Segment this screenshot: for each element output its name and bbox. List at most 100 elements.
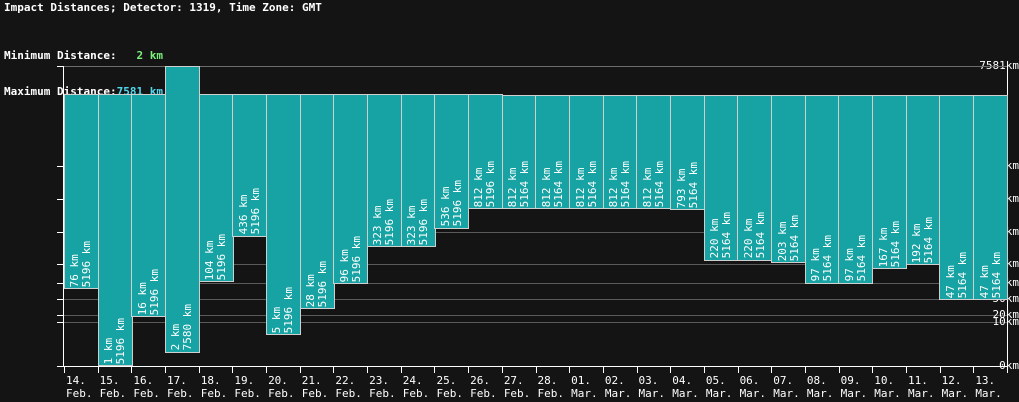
bar-value-labels: 812 km 5196 km [469,161,502,207]
bar-value-labels: 28 km 5196 km [301,261,334,307]
bar[interactable]: 812 km 5164 km [535,94,571,209]
y-axis-tick [57,199,64,200]
bar[interactable]: 5 km 5196 km [265,94,301,336]
x-axis-tick-label: 09. Mar. [840,374,868,400]
x-axis-tick-label: 25. Feb. [436,374,463,400]
bar[interactable]: 97 km 5164 km [838,94,874,284]
bar[interactable]: 812 km 5164 km [602,94,638,209]
bar[interactable]: 97 km 5164 km [804,94,840,284]
bar[interactable]: 28 km 5196 km [299,94,335,310]
bar-max-label: 5164 km [585,160,599,207]
x-axis-tick [940,366,941,373]
y-axis-tick-label: 10km [992,315,1019,328]
bar[interactable]: 2 km 7580 km [164,66,200,353]
bar-max-label: 5196 km [316,260,330,308]
bar[interactable]: 16 km 5196 km [131,94,167,318]
x-axis-tick-label: 15. Feb. [99,374,127,400]
bar-max-label: 5164 km [720,212,734,259]
bar[interactable]: 436 km 5196 km [232,94,268,237]
plot-top-border [63,66,1008,67]
gridline [64,232,1008,233]
bar[interactable]: 220 km 5164 km [737,94,773,261]
gridline [64,299,1008,300]
bar-max-label: 5164 km [652,160,666,207]
x-axis-tick [569,366,570,373]
bar-min-label: 436 km [236,195,250,235]
x-axis-tick-label: 18. Feb. [200,374,228,400]
x-axis-tick [973,366,974,373]
y-axis-tick [57,315,64,316]
bar[interactable]: 812 km 5164 km [636,94,672,209]
bar-value-labels: 76 km 5196 km [65,241,98,287]
x-axis-tick [771,366,772,373]
gridline [64,264,1008,265]
x-axis-tick-label: 17. Feb. [167,374,194,400]
x-axis-tick-label: 12. Mar. [941,374,969,400]
bar[interactable]: 812 km 5164 km [501,94,537,209]
x-axis-tick-label: 04. Mar. [672,374,699,400]
bar[interactable]: 812 km 5196 km [467,94,503,209]
bar[interactable]: 323 km 5196 km [400,94,436,248]
bar[interactable]: 76 km 5196 km [63,94,99,290]
bar-value-labels: 812 km 5164 km [570,161,603,207]
bar-value-labels: 1 km 5196 km [99,318,132,364]
bar[interactable]: 1 km 5196 km [97,94,133,366]
bar-value-labels: 47 km 5164 km [940,252,973,298]
bar-value-labels: 812 km 5164 km [637,161,670,207]
bar-value-labels: 220 km 5164 km [705,212,738,258]
x-axis-tick-label: 14. Feb. [66,374,93,400]
x-axis-tick [502,366,503,373]
x-axis-tick [704,366,705,373]
minimum-distance-row: Minimum Distance: 2 km [4,50,163,62]
bar[interactable]: 96 km 5196 km [333,94,369,284]
bar-max-label: 5196 km [383,198,397,246]
x-axis-tick [738,366,739,373]
x-axis-tick-label: 03. Mar. [638,374,666,400]
x-axis-tick-label: 13. Mar. [975,374,1002,400]
x-axis-tick [98,366,99,373]
bar[interactable]: 203 km 5164 km [771,94,807,264]
bar-max-label: 5164 km [922,216,936,264]
bar-value-labels: 436 km 5196 km [233,188,266,234]
y-axis-tick [57,232,64,233]
y-axis-tick [57,283,64,284]
x-axis-tick-label: 24. Feb. [402,374,430,400]
bar[interactable]: 47 km 5164 km [939,94,975,301]
minimum-distance-value: 2 km [116,49,163,62]
y-axis-tick-label: 20km [992,308,1019,321]
x-axis-tick [906,366,907,373]
bar-max-label: 5164 km [888,220,902,267]
x-axis-tick [131,366,132,373]
bar[interactable]: 167 km 5164 km [872,94,908,269]
x-axis-tick-label: 07. Mar. [773,374,800,400]
x-axis-tick-label: 20. Feb. [268,374,295,400]
page-title: Impact Distances; Detector: 1319, Time Z… [4,1,322,14]
bar[interactable]: 323 km 5196 km [366,94,402,248]
x-axis-tick [232,366,233,373]
bar-max-label: 5196 km [80,240,94,288]
bar[interactable]: 812 km 5164 km [569,94,605,209]
bar-min-label: 16 km [135,282,149,316]
bar-min-label: 96 km [337,248,351,282]
bar[interactable]: 536 km 5196 km [434,94,470,229]
bar-max-label: 5164 km [686,161,700,209]
bar[interactable]: 47 km 5164 km [973,94,1009,301]
x-axis-tick-label: 21. Feb. [301,374,329,400]
x-axis-tick [367,366,368,373]
bar[interactable]: 104 km 5196 km [198,94,234,282]
bar-max-label: 5196 km [450,180,464,227]
x-axis-tick [468,366,469,373]
x-axis-tick-label: 23. Feb. [369,374,396,400]
bar[interactable]: 192 km 5164 km [905,94,941,266]
bar-max-label: 5196 km [349,235,363,282]
bar[interactable]: 220 km 5164 km [703,94,739,261]
x-axis-tick [333,366,334,373]
bar-value-labels: 812 km 5164 km [503,161,536,207]
bar-value-labels: 97 km 5164 km [839,235,872,281]
bar-min-label: 167 km [876,227,890,267]
bar-value-labels: 812 km 5164 km [604,161,637,207]
x-axis-line [63,366,1008,367]
bar-min-label: 812 km [573,167,587,207]
bar-max-label: 7580 km [181,304,195,351]
bar[interactable]: 793 km 5164 km [670,94,706,211]
